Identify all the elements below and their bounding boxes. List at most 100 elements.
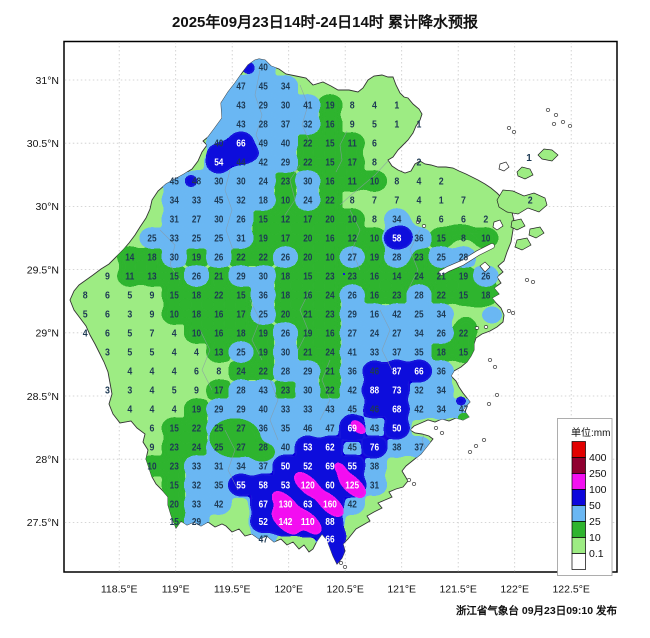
svg-text:76: 76 xyxy=(370,442,380,453)
svg-text:45: 45 xyxy=(348,442,358,453)
svg-text:24: 24 xyxy=(370,328,380,339)
svg-text:26: 26 xyxy=(214,252,224,263)
svg-text:10: 10 xyxy=(370,233,380,244)
svg-text:34: 34 xyxy=(236,461,246,472)
svg-text:43: 43 xyxy=(370,423,380,434)
svg-text:46: 46 xyxy=(370,366,380,377)
svg-text:42: 42 xyxy=(392,309,402,320)
svg-text:11: 11 xyxy=(348,138,358,149)
svg-text:28: 28 xyxy=(281,366,291,377)
svg-text:24: 24 xyxy=(325,347,335,358)
svg-text:16: 16 xyxy=(370,290,380,301)
svg-text:34: 34 xyxy=(437,309,447,320)
svg-text:6: 6 xyxy=(105,328,110,339)
svg-text:50: 50 xyxy=(589,500,601,512)
svg-text:3: 3 xyxy=(105,347,110,358)
svg-text:3: 3 xyxy=(105,385,110,396)
svg-text:36: 36 xyxy=(259,290,269,301)
svg-text:16: 16 xyxy=(325,176,335,187)
svg-text:40: 40 xyxy=(214,138,224,149)
svg-text:4: 4 xyxy=(172,366,177,377)
svg-text:10: 10 xyxy=(481,233,491,244)
svg-text:37: 37 xyxy=(414,442,424,453)
svg-text:30.5°N: 30.5°N xyxy=(27,138,59,150)
svg-text:25: 25 xyxy=(214,233,224,244)
svg-text:19: 19 xyxy=(325,100,335,111)
svg-text:47: 47 xyxy=(459,404,469,415)
svg-text:48: 48 xyxy=(192,176,202,187)
svg-text:47: 47 xyxy=(236,81,246,92)
svg-text:62: 62 xyxy=(325,442,335,453)
svg-text:43: 43 xyxy=(259,385,269,396)
svg-text:29: 29 xyxy=(192,517,202,528)
svg-text:36: 36 xyxy=(437,366,447,377)
svg-text:4: 4 xyxy=(150,404,155,415)
svg-text:8: 8 xyxy=(350,100,355,111)
svg-text:6: 6 xyxy=(150,423,155,434)
svg-text:25: 25 xyxy=(437,252,447,263)
svg-text:400: 400 xyxy=(589,452,607,464)
svg-text:1: 1 xyxy=(394,100,399,111)
svg-text:13: 13 xyxy=(214,347,224,358)
svg-text:15: 15 xyxy=(325,138,335,149)
svg-text:88: 88 xyxy=(325,517,335,528)
svg-text:22: 22 xyxy=(259,366,269,377)
svg-text:20: 20 xyxy=(303,233,313,244)
svg-text:8: 8 xyxy=(83,290,88,301)
svg-text:15: 15 xyxy=(170,423,180,434)
svg-text:25: 25 xyxy=(236,347,246,358)
svg-text:27: 27 xyxy=(236,442,246,453)
svg-text:7: 7 xyxy=(461,195,466,206)
svg-text:25: 25 xyxy=(259,309,269,320)
svg-text:32: 32 xyxy=(192,480,202,491)
svg-text:50: 50 xyxy=(392,423,402,434)
svg-text:33: 33 xyxy=(303,404,313,415)
svg-text:10: 10 xyxy=(147,461,157,472)
svg-text:29°N: 29°N xyxy=(36,328,59,340)
svg-text:34: 34 xyxy=(281,81,291,92)
svg-text:29: 29 xyxy=(259,100,269,111)
svg-text:29: 29 xyxy=(236,404,246,415)
svg-text:24: 24 xyxy=(236,366,246,377)
svg-text:33: 33 xyxy=(192,461,202,472)
svg-text:120: 120 xyxy=(301,480,315,491)
svg-text:26: 26 xyxy=(481,271,491,282)
svg-text:10: 10 xyxy=(192,328,202,339)
svg-text:24: 24 xyxy=(259,176,269,187)
svg-text:121.5°E: 121.5°E xyxy=(439,584,476,596)
svg-text:22: 22 xyxy=(437,290,447,301)
svg-text:69: 69 xyxy=(348,423,358,434)
svg-text:9: 9 xyxy=(350,119,355,130)
svg-text:20: 20 xyxy=(170,499,180,510)
svg-text:28.5°N: 28.5°N xyxy=(27,391,59,403)
svg-text:5: 5 xyxy=(127,328,132,339)
svg-text:5: 5 xyxy=(127,347,132,358)
svg-text:42: 42 xyxy=(348,499,358,510)
svg-text:14: 14 xyxy=(125,252,135,263)
svg-text:1: 1 xyxy=(526,153,532,164)
svg-text:16: 16 xyxy=(325,328,335,339)
svg-text:30: 30 xyxy=(303,385,313,396)
svg-text:121°E: 121°E xyxy=(387,584,416,596)
svg-text:46: 46 xyxy=(370,404,380,415)
svg-text:32: 32 xyxy=(414,385,424,396)
svg-text:40: 40 xyxy=(281,442,291,453)
svg-text:6: 6 xyxy=(372,138,377,149)
svg-text:30: 30 xyxy=(281,347,291,358)
svg-text:25: 25 xyxy=(589,516,601,528)
svg-text:27: 27 xyxy=(348,328,358,339)
svg-text:29: 29 xyxy=(303,366,313,377)
svg-text:5: 5 xyxy=(127,290,132,301)
svg-text:23: 23 xyxy=(281,176,291,187)
svg-text:66: 66 xyxy=(325,534,335,545)
svg-text:21: 21 xyxy=(303,347,313,358)
svg-text:24: 24 xyxy=(414,271,424,282)
svg-text:5: 5 xyxy=(150,347,155,358)
svg-text:2: 2 xyxy=(528,195,533,206)
svg-text:30: 30 xyxy=(303,176,313,187)
svg-text:40: 40 xyxy=(259,404,269,415)
svg-text:23: 23 xyxy=(170,461,180,472)
svg-text:28: 28 xyxy=(259,442,269,453)
svg-text:25: 25 xyxy=(214,442,224,453)
svg-text:9: 9 xyxy=(150,290,155,301)
